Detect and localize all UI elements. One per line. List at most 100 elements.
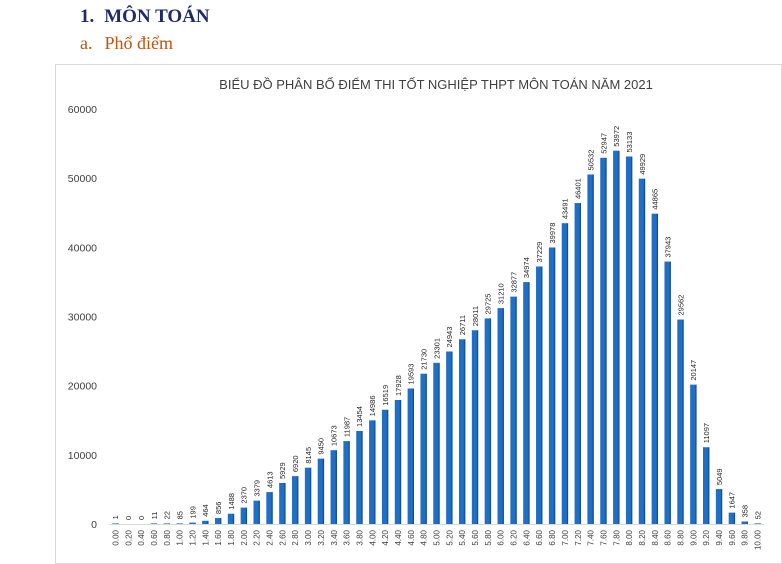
data-label: 23301: [432, 338, 441, 359]
data-label: 49929: [638, 154, 647, 175]
x-tick-label: 0.20: [124, 529, 133, 545]
bar: [381, 409, 389, 524]
bar: [189, 522, 196, 524]
bar: [638, 178, 646, 524]
y-tick-label: 10000: [68, 450, 97, 462]
data-label: 46401: [574, 178, 583, 199]
bar: [446, 351, 453, 524]
bar: [292, 476, 299, 524]
bar: [279, 482, 286, 524]
x-tick-label: 9.60: [728, 529, 737, 545]
data-label: 3379: [252, 480, 261, 497]
data-label: 28011: [471, 306, 480, 326]
score-distribution-chart: BIỂU ĐỒ PHÂN BỐ ĐIỂM THI TỐT NGHIỆP THPT…: [68, 77, 764, 550]
x-tick-label: 2.80: [291, 529, 300, 545]
x-tick-label: 5.20: [445, 529, 454, 545]
x-tick-label: 2.00: [240, 529, 249, 545]
x-tick-label: 7.60: [599, 529, 608, 545]
x-tick-label: 0.40: [137, 529, 146, 545]
data-label: 52: [753, 511, 762, 519]
bar: [471, 330, 479, 524]
data-label: 22: [163, 511, 172, 519]
data-label: 13454: [355, 406, 364, 427]
data-label: 6920: [291, 455, 300, 472]
y-tick-label: 0: [91, 519, 97, 531]
x-tick-label: 4.40: [394, 529, 403, 545]
chart-frame: BIỂU ĐỒ PHÂN BỐ ĐIỂM THI TỐT NGHIỆP THPT…: [55, 64, 782, 564]
y-tick-label: 20000: [68, 381, 97, 393]
bar: [651, 213, 659, 524]
bar: [677, 319, 684, 524]
data-label: 24943: [445, 327, 454, 348]
data-label: 1488: [227, 493, 236, 510]
data-label: 2370: [240, 487, 249, 504]
y-tick-label: 30000: [68, 312, 97, 324]
data-label: 10673: [330, 425, 339, 446]
data-label: 14986: [368, 395, 377, 416]
x-tick-label: 6.20: [510, 529, 519, 545]
data-label: 37943: [663, 237, 672, 258]
bar: [690, 384, 697, 524]
x-tick-label: 6.60: [535, 529, 544, 545]
x-tick-label: 7.40: [587, 529, 596, 545]
x-tick-label: 4.20: [381, 529, 390, 545]
bar: [702, 447, 710, 524]
data-label: 37229: [535, 242, 544, 263]
x-tick-label: 9.80: [741, 529, 750, 545]
data-label: 39978: [548, 223, 557, 244]
data-label: 11: [150, 512, 159, 520]
bar: [715, 489, 723, 524]
y-tick-label: 60000: [68, 104, 97, 116]
data-label: 32877: [509, 272, 518, 293]
bar: [356, 430, 363, 524]
bar: [728, 512, 736, 524]
bar: [536, 266, 543, 524]
bar: [240, 507, 248, 524]
bar: [369, 420, 376, 524]
bar: [587, 174, 594, 524]
x-tick-label: 0.00: [111, 529, 120, 545]
data-label: 26711: [458, 315, 467, 335]
data-label: 464: [201, 504, 210, 517]
data-label: 8145: [304, 447, 313, 464]
bar: [330, 450, 337, 524]
data-label: 5049: [715, 468, 724, 485]
section-number: 1.: [80, 6, 95, 27]
y-tick-label: 50000: [68, 173, 97, 185]
x-tick-label: 5.60: [471, 529, 480, 545]
x-tick-label: 3.60: [343, 529, 352, 545]
bars-group: [112, 150, 761, 524]
x-axis: 0.00 0.20 0.40 0.60 0.80 1.00 1.20 1.40 1.60 1.80…: [111, 529, 762, 550]
x-tick-label: 9.00: [689, 529, 698, 545]
bar: [458, 339, 466, 524]
data-label: 21730: [419, 349, 428, 370]
x-tick-label: 8.00: [625, 529, 634, 545]
bar: [112, 523, 119, 524]
x-tick-label: 5.40: [458, 529, 467, 545]
subsection-heading: a. Phổ điểm: [80, 33, 173, 54]
x-tick-label: 2.20: [253, 529, 262, 545]
bar: [548, 247, 556, 524]
bar: [497, 308, 504, 524]
x-tick-label: 4.80: [420, 529, 429, 545]
x-tick-label: 8.40: [651, 529, 660, 545]
x-tick-label: 7.20: [574, 529, 583, 545]
x-tick-label: 6.40: [522, 529, 531, 545]
x-tick-label: 1.00: [176, 529, 185, 545]
chart-title: BIỂU ĐỒ PHÂN BỐ ĐIỂM THI TỐT NGHIỆP THPT…: [219, 77, 653, 92]
data-label: 34974: [522, 257, 531, 278]
data-label: 20147: [689, 360, 698, 381]
data-label: 19593: [407, 364, 416, 385]
bar: [523, 282, 530, 524]
y-axis: 0 10000 20000 30000 40000 50000 60000: [68, 104, 764, 531]
data-label: 50532: [586, 150, 595, 171]
subsection-letter: a.: [80, 33, 93, 53]
x-tick-label: 6.00: [497, 529, 506, 545]
data-label: 0: [137, 516, 146, 520]
bar: [317, 458, 325, 524]
bar: [625, 156, 633, 524]
x-tick-label: 1.40: [201, 529, 210, 545]
data-label: 52947: [599, 133, 608, 154]
data-label: 358: [741, 505, 750, 518]
data-label: 16519: [381, 385, 390, 406]
